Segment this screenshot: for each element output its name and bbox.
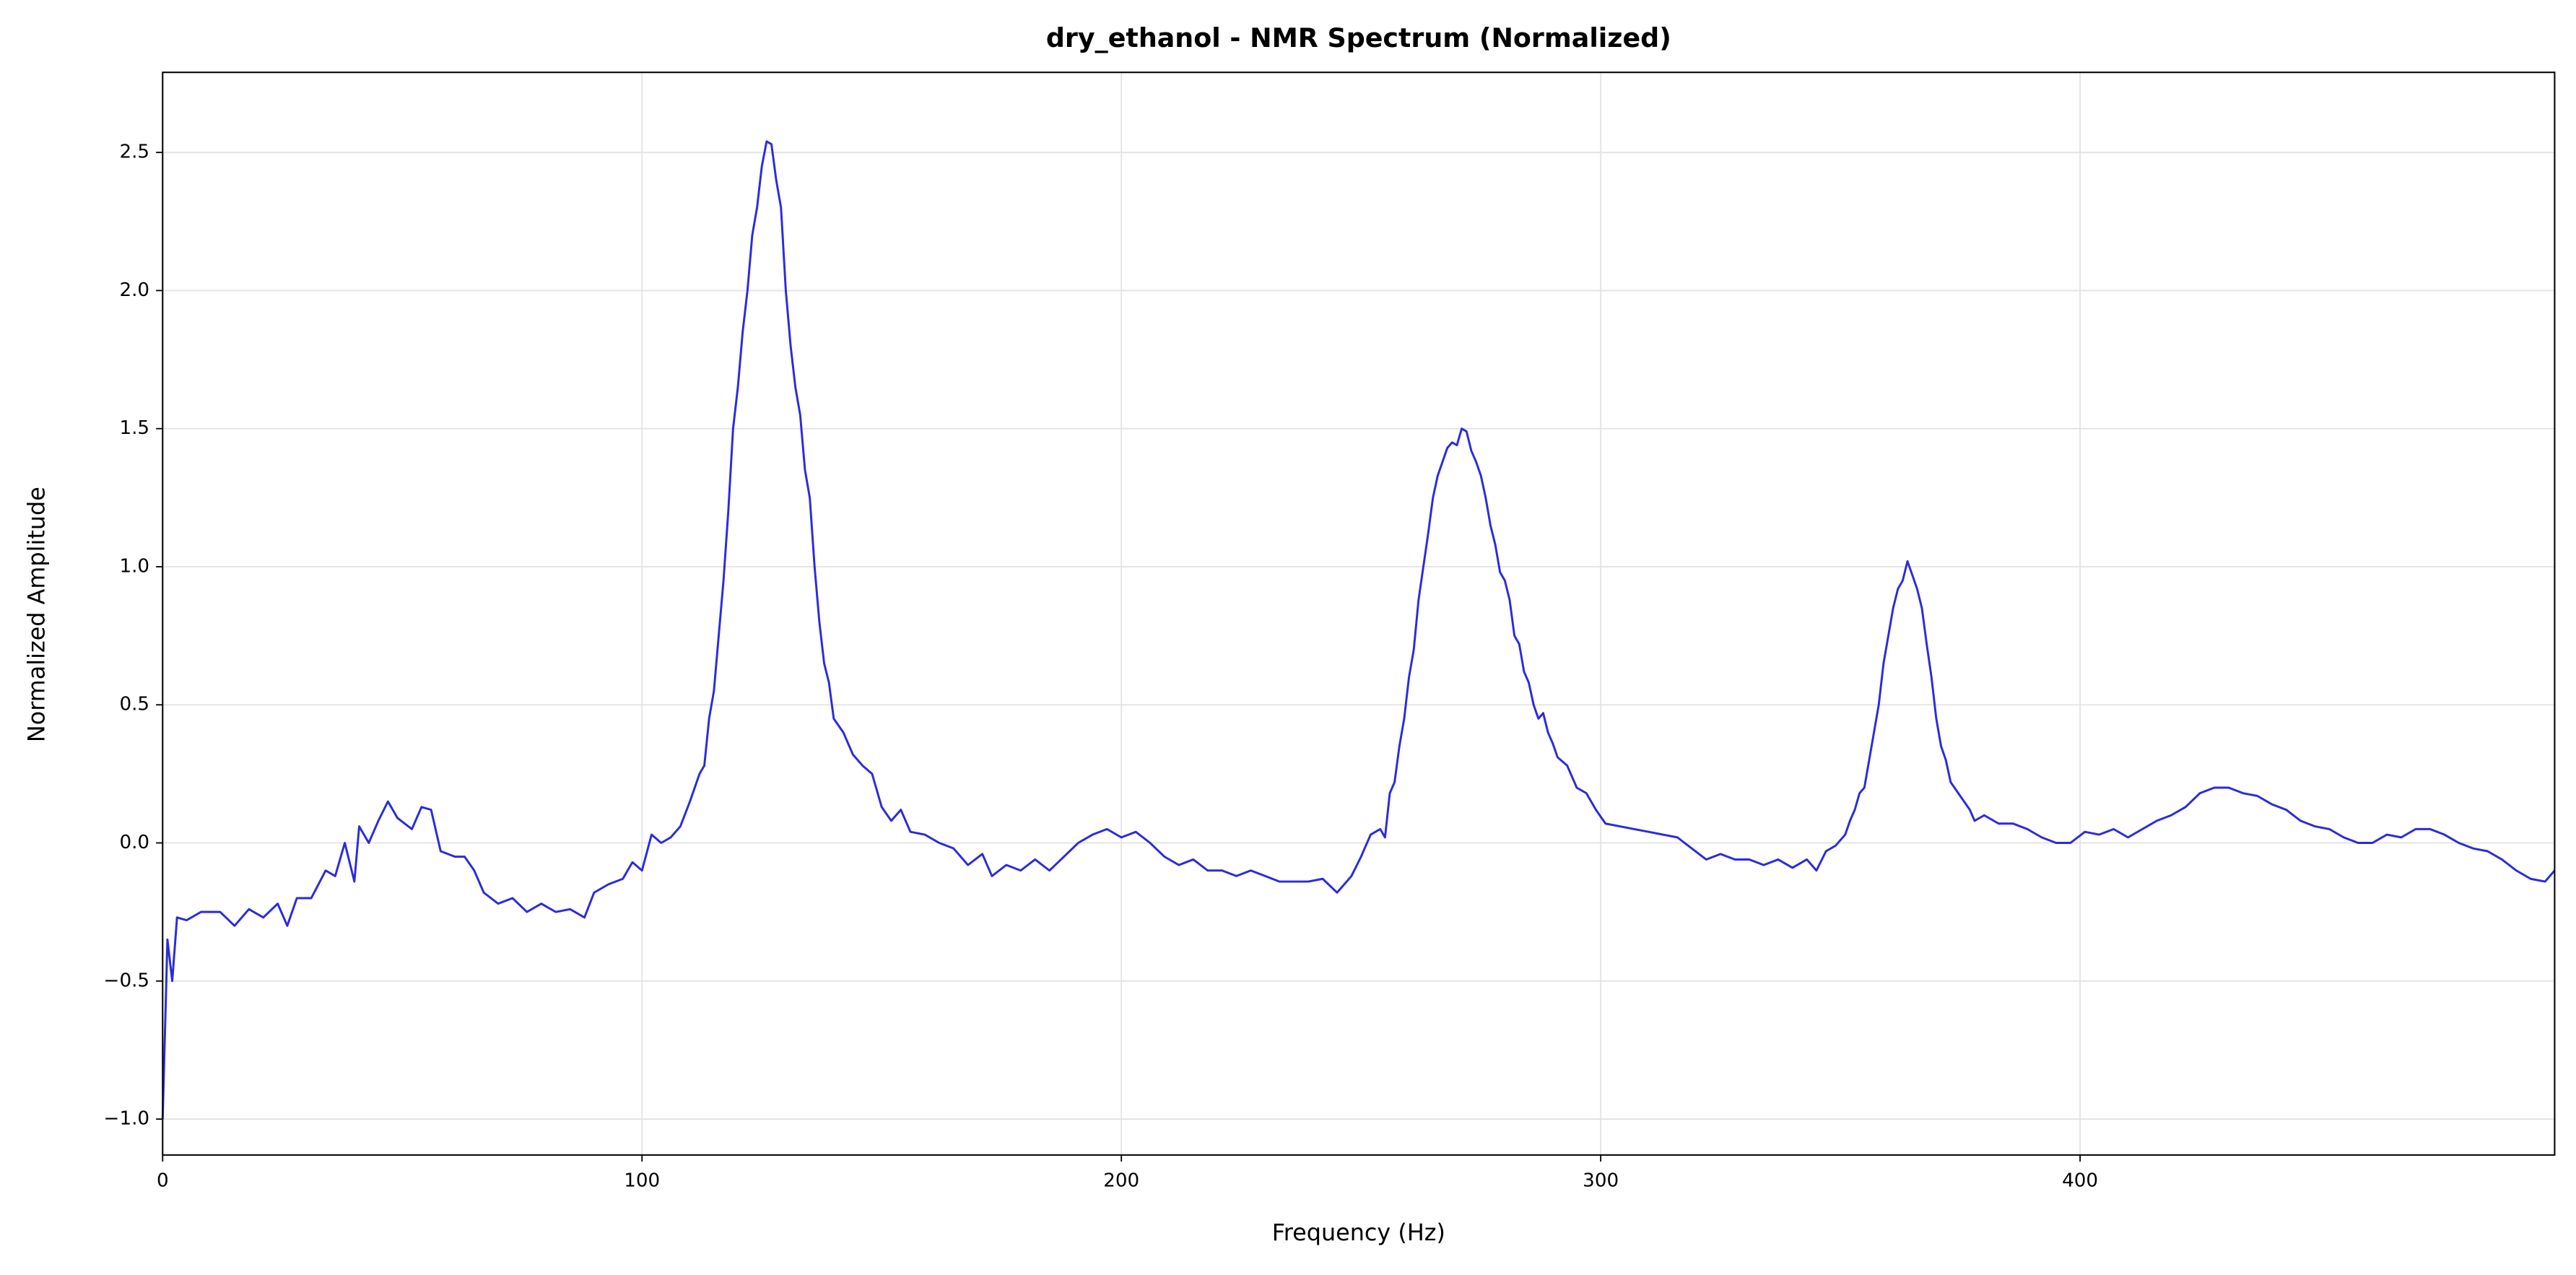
x-tick-label: 300 xyxy=(1583,1170,1619,1192)
chart-title: dry_ethanol - NMR Spectrum (Normalized) xyxy=(1046,22,1671,53)
plot-frame xyxy=(162,71,2556,1156)
spectrum-line xyxy=(161,140,2556,1120)
y-tick-label: 0.5 xyxy=(119,694,149,715)
x-tick-label: 0 xyxy=(157,1170,169,1192)
x-tick-label: 100 xyxy=(624,1170,660,1192)
y-tick-label: 2.5 xyxy=(119,142,149,163)
y-tick-label: 2.0 xyxy=(119,279,149,301)
y-axis-label: Normalized Amplitude xyxy=(22,487,50,742)
x-tick-label: 200 xyxy=(1103,1170,1139,1192)
y-tick-label: −0.5 xyxy=(104,970,150,991)
y-tick-label: −1.0 xyxy=(104,1108,150,1130)
y-tick-label: 1.5 xyxy=(119,417,149,439)
x-axis-label: Frequency (Hz) xyxy=(1272,1219,1445,1246)
y-tick-label: 0.0 xyxy=(119,832,149,853)
y-tick-label: 1.0 xyxy=(119,555,149,577)
x-tick-label: 400 xyxy=(2062,1170,2098,1192)
